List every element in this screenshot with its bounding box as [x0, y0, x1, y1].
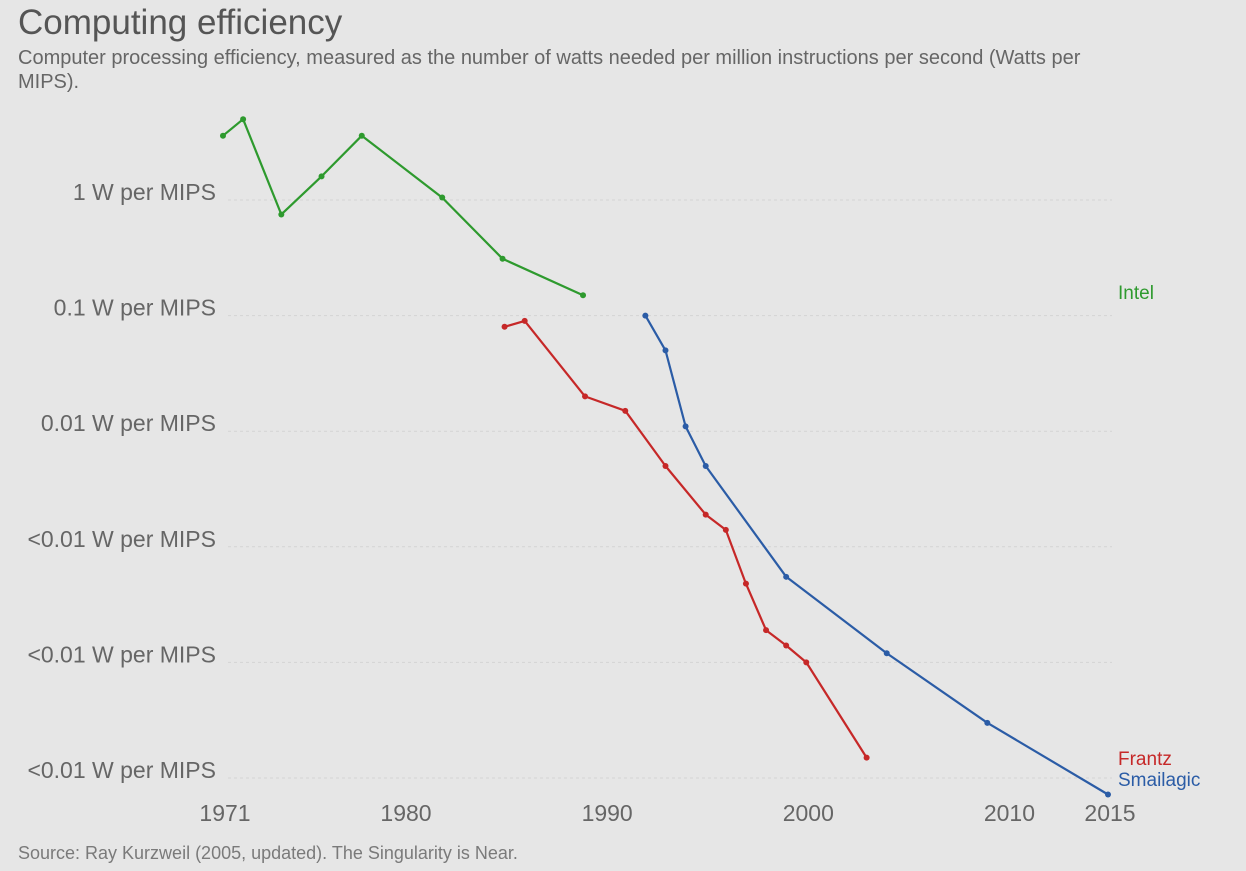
data-point-frantz	[521, 317, 528, 324]
data-point-smailagic	[642, 312, 649, 319]
chart-title: Computing efficiency	[18, 3, 343, 42]
data-point-intel	[240, 116, 247, 123]
data-point-frantz	[722, 526, 729, 533]
data-point-intel	[278, 211, 285, 218]
data-point-frantz	[783, 642, 790, 649]
y-tick-label: 1 W per MIPS	[73, 179, 216, 205]
data-point-smailagic	[984, 719, 991, 726]
data-point-frantz	[702, 511, 709, 518]
data-point-intel	[499, 255, 506, 262]
series-lines	[219, 116, 1111, 798]
x-tick-label: 2000	[783, 800, 834, 826]
data-point-intel	[580, 292, 587, 299]
series-label-intel: Intel	[1118, 283, 1154, 304]
y-tick-label: <0.01 W per MIPS	[27, 757, 216, 783]
x-tick-label: 2010	[984, 800, 1035, 826]
gridlines	[228, 199, 1112, 779]
y-tick-label: <0.01 W per MIPS	[27, 526, 216, 552]
x-tick-label: 1990	[582, 800, 633, 826]
data-point-frantz	[763, 627, 770, 634]
series-line-frantz	[504, 319, 868, 759]
data-point-frantz	[622, 407, 629, 414]
x-axis: 1971 1980 1990 2000 2010 2015	[199, 800, 1135, 826]
series-line-intel	[222, 118, 584, 297]
data-point-smailagic	[702, 462, 709, 469]
data-point-intel	[358, 132, 365, 139]
data-point-frantz	[501, 323, 508, 330]
data-point-frantz	[742, 580, 749, 587]
data-point-frantz	[803, 659, 810, 666]
y-tick-label: 0.1 W per MIPS	[54, 295, 216, 321]
y-tick-label: 0.01 W per MIPS	[41, 410, 216, 436]
y-tick-label: <0.01 W per MIPS	[27, 641, 216, 667]
data-point-smailagic	[883, 650, 890, 657]
data-point-intel	[318, 173, 325, 180]
series-label-frantz: Frantz	[1118, 749, 1172, 770]
x-tick-label: 2015	[1084, 800, 1135, 826]
series-line-smailagic	[644, 315, 1109, 796]
data-point-smailagic	[662, 347, 669, 354]
data-point-smailagic	[1104, 791, 1111, 798]
chart-subtitle: Computer processing efficiency, measured…	[18, 47, 1081, 93]
data-point-smailagic	[682, 423, 689, 430]
x-tick-label: 1980	[380, 800, 431, 826]
series-label-smailagic: Smailagic	[1118, 770, 1200, 791]
data-point-frantz	[662, 462, 669, 469]
x-tick-label: 1971	[199, 800, 250, 826]
data-point-frantz	[582, 393, 589, 400]
data-point-smailagic	[783, 573, 790, 580]
data-point-intel	[219, 132, 226, 139]
source-note: Source: Ray Kurzweil (2005, updated). Th…	[18, 843, 518, 863]
y-axis: 1 W per MIPS 0.1 W per MIPS 0.01 W per MIP…	[27, 179, 216, 783]
data-point-intel	[439, 194, 446, 201]
data-point-frantz	[863, 754, 870, 761]
